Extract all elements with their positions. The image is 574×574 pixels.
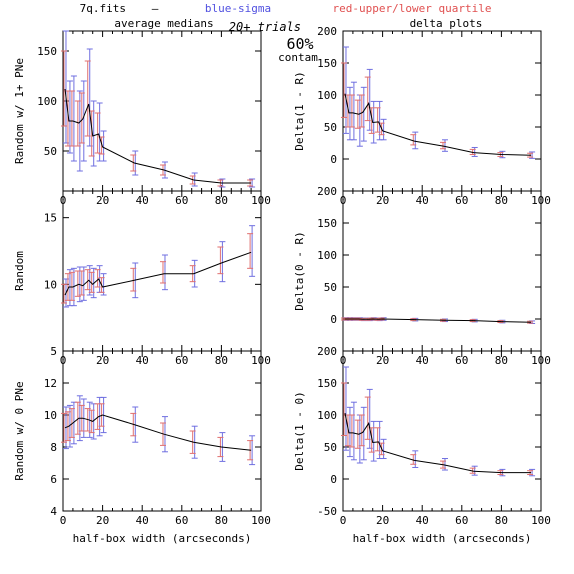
dash-label: — (152, 2, 159, 15)
median-line (344, 93, 532, 156)
percent-label: 60% (286, 35, 313, 53)
x-tick-label: 40 (416, 514, 429, 527)
y-tick-label: 10 (44, 278, 57, 291)
x-tick-label: 20 (376, 194, 389, 207)
y-tick-label: 50 (44, 145, 57, 158)
x-tick-label: 40 (136, 354, 149, 367)
x-tick-label: 60 (455, 354, 468, 367)
y-axis-label: Random w/ 0 PNe (13, 381, 26, 480)
y-tick-label: 50 (324, 281, 337, 294)
median-line (64, 251, 252, 296)
panel-left-bottom: 0 20 40 60 80 100 4 6 8 10 12 Random w/ 0 PNe half-b… (13, 350, 271, 545)
x-tick-label: 20 (96, 194, 109, 207)
y-axis-label: Delta(1 - 0) (293, 391, 306, 470)
x-tick-label: 40 (416, 194, 429, 207)
median-line (64, 88, 252, 184)
y-tick-label: 100 (317, 409, 337, 422)
y-tick-label: 12 (44, 377, 57, 390)
y-tick-label: 150 (317, 57, 337, 70)
x-tick-label: 60 (175, 194, 188, 207)
y-tick-label: -50 (317, 505, 337, 518)
y-tick-label: 200 (317, 345, 337, 358)
red-quartile-label: red-upper/lower quartile (333, 2, 492, 15)
x-tick-label: 20 (96, 354, 109, 367)
contam-label: contam (278, 51, 318, 64)
y-axis-label: Delta(1 - R) (293, 71, 306, 150)
y-tick-label: 150 (37, 45, 57, 58)
y-axis-label: Random w/ 1+ PNe (13, 58, 26, 164)
y-tick-label: 6 (50, 473, 57, 486)
x-axis-label: half-box width (arcseconds) (73, 532, 252, 545)
median-line (344, 413, 532, 474)
y-tick-label: 50 (324, 441, 337, 454)
x-tick-label: 80 (215, 194, 228, 207)
right-column-title: delta plots (410, 17, 483, 30)
plot-frame (342, 190, 542, 352)
y-tick-label: 8 (50, 441, 57, 454)
x-tick-label: 40 (136, 194, 149, 207)
y-tick-label: 15 (44, 212, 57, 225)
y-tick-label: 200 (317, 25, 337, 38)
x-tick-label: 100 (251, 514, 271, 527)
x-tick-label: 80 (495, 194, 508, 207)
y-tick-label: 200 (317, 185, 337, 198)
median-line (64, 414, 252, 451)
x-tick-label: 20 (96, 514, 109, 527)
y-tick-label: 10 (44, 409, 57, 422)
x-tick-label: 60 (455, 514, 468, 527)
x-tick-label: 0 (60, 514, 67, 527)
x-tick-label: 60 (175, 514, 188, 527)
blue-sigma-label: blue-sigma (205, 2, 271, 15)
x-tick-label: 60 (175, 354, 188, 367)
y-tick-label: 150 (317, 377, 337, 390)
y-axis-label: Random (13, 251, 26, 291)
y-tick-label: 150 (317, 217, 337, 230)
x-tick-label: 40 (136, 514, 149, 527)
trials-label: 20+ trials (229, 20, 301, 34)
y-tick-label: 50 (324, 121, 337, 134)
x-tick-label: 80 (215, 354, 228, 367)
x-tick-label: 80 (495, 514, 508, 527)
file-label: 7q.fits (80, 2, 126, 15)
plot-frame (62, 190, 262, 352)
y-tick-label: 4 (50, 505, 57, 518)
y-tick-label: 5 (50, 345, 57, 358)
y-tick-label: 100 (317, 249, 337, 262)
plot-frame (342, 350, 542, 512)
x-tick-label: 40 (416, 354, 429, 367)
y-tick-label: 0 (330, 313, 337, 326)
left-column-title: average medians (114, 17, 213, 30)
plot-frame (62, 350, 262, 512)
x-tick-label: 60 (455, 194, 468, 207)
header: 7q.fits — blue-sigma red-upper/lower qua… (80, 2, 492, 64)
median-line (345, 318, 532, 323)
x-tick-label: 80 (215, 514, 228, 527)
x-tick-label: 20 (376, 354, 389, 367)
x-tick-label: 20 (376, 514, 389, 527)
x-tick-label: 100 (531, 514, 551, 527)
plot-frame (342, 30, 542, 192)
y-tick-label: 100 (37, 95, 57, 108)
y-tick-label: 0 (330, 473, 337, 486)
x-tick-label: 0 (340, 514, 347, 527)
y-tick-label: 100 (317, 89, 337, 102)
y-tick-label: 0 (330, 153, 337, 166)
x-axis-label: half-box width (arcseconds) (353, 532, 532, 545)
y-axis-label: Delta(0 - R) (293, 231, 306, 310)
x-tick-label: 80 (495, 354, 508, 367)
